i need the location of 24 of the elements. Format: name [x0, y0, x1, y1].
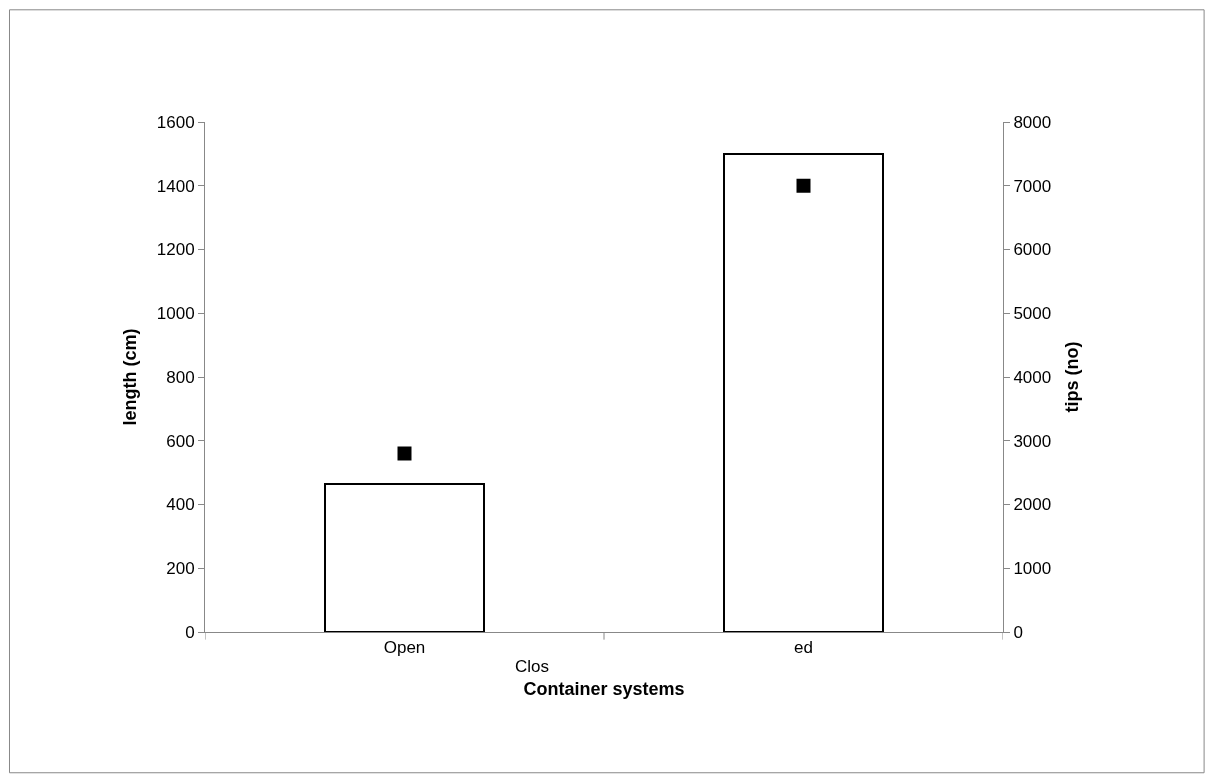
y-axis-title: length (cm) [119, 328, 140, 426]
y-tick-label: 800 [166, 367, 195, 387]
y-tick-label: 1000 [156, 304, 195, 324]
text: Clos [515, 657, 550, 676]
x-axis-title: Container systems [523, 678, 685, 699]
y-tick-label: 1200 [156, 240, 195, 260]
y-tick-label: 200 [166, 559, 195, 579]
y-tick-label: 0 [185, 622, 195, 642]
y-tick-label: 600 [166, 431, 195, 451]
y2-tick-label: 7000 [1013, 176, 1052, 196]
y2-axis-title: tips (no) [1062, 341, 1083, 413]
y2-tick-label: 6000 [1013, 240, 1052, 260]
y-tick-label: 400 [166, 495, 195, 515]
x-tick-label: Open [383, 638, 426, 658]
y2-tick-label: 8000 [1013, 112, 1052, 132]
y-tick-label: 1600 [156, 112, 195, 132]
y2-tick-label: 2000 [1013, 495, 1052, 515]
x-tick-label: ed [794, 638, 813, 658]
y-tick-label: 1400 [156, 176, 195, 196]
y2-tick-label: 1000 [1013, 559, 1052, 579]
y2-tick-label: 0 [1013, 622, 1023, 642]
y2-tick-label: 4000 [1013, 367, 1052, 387]
y2-tick-label: 5000 [1013, 304, 1052, 324]
y2-tick-label: 3000 [1013, 431, 1052, 451]
